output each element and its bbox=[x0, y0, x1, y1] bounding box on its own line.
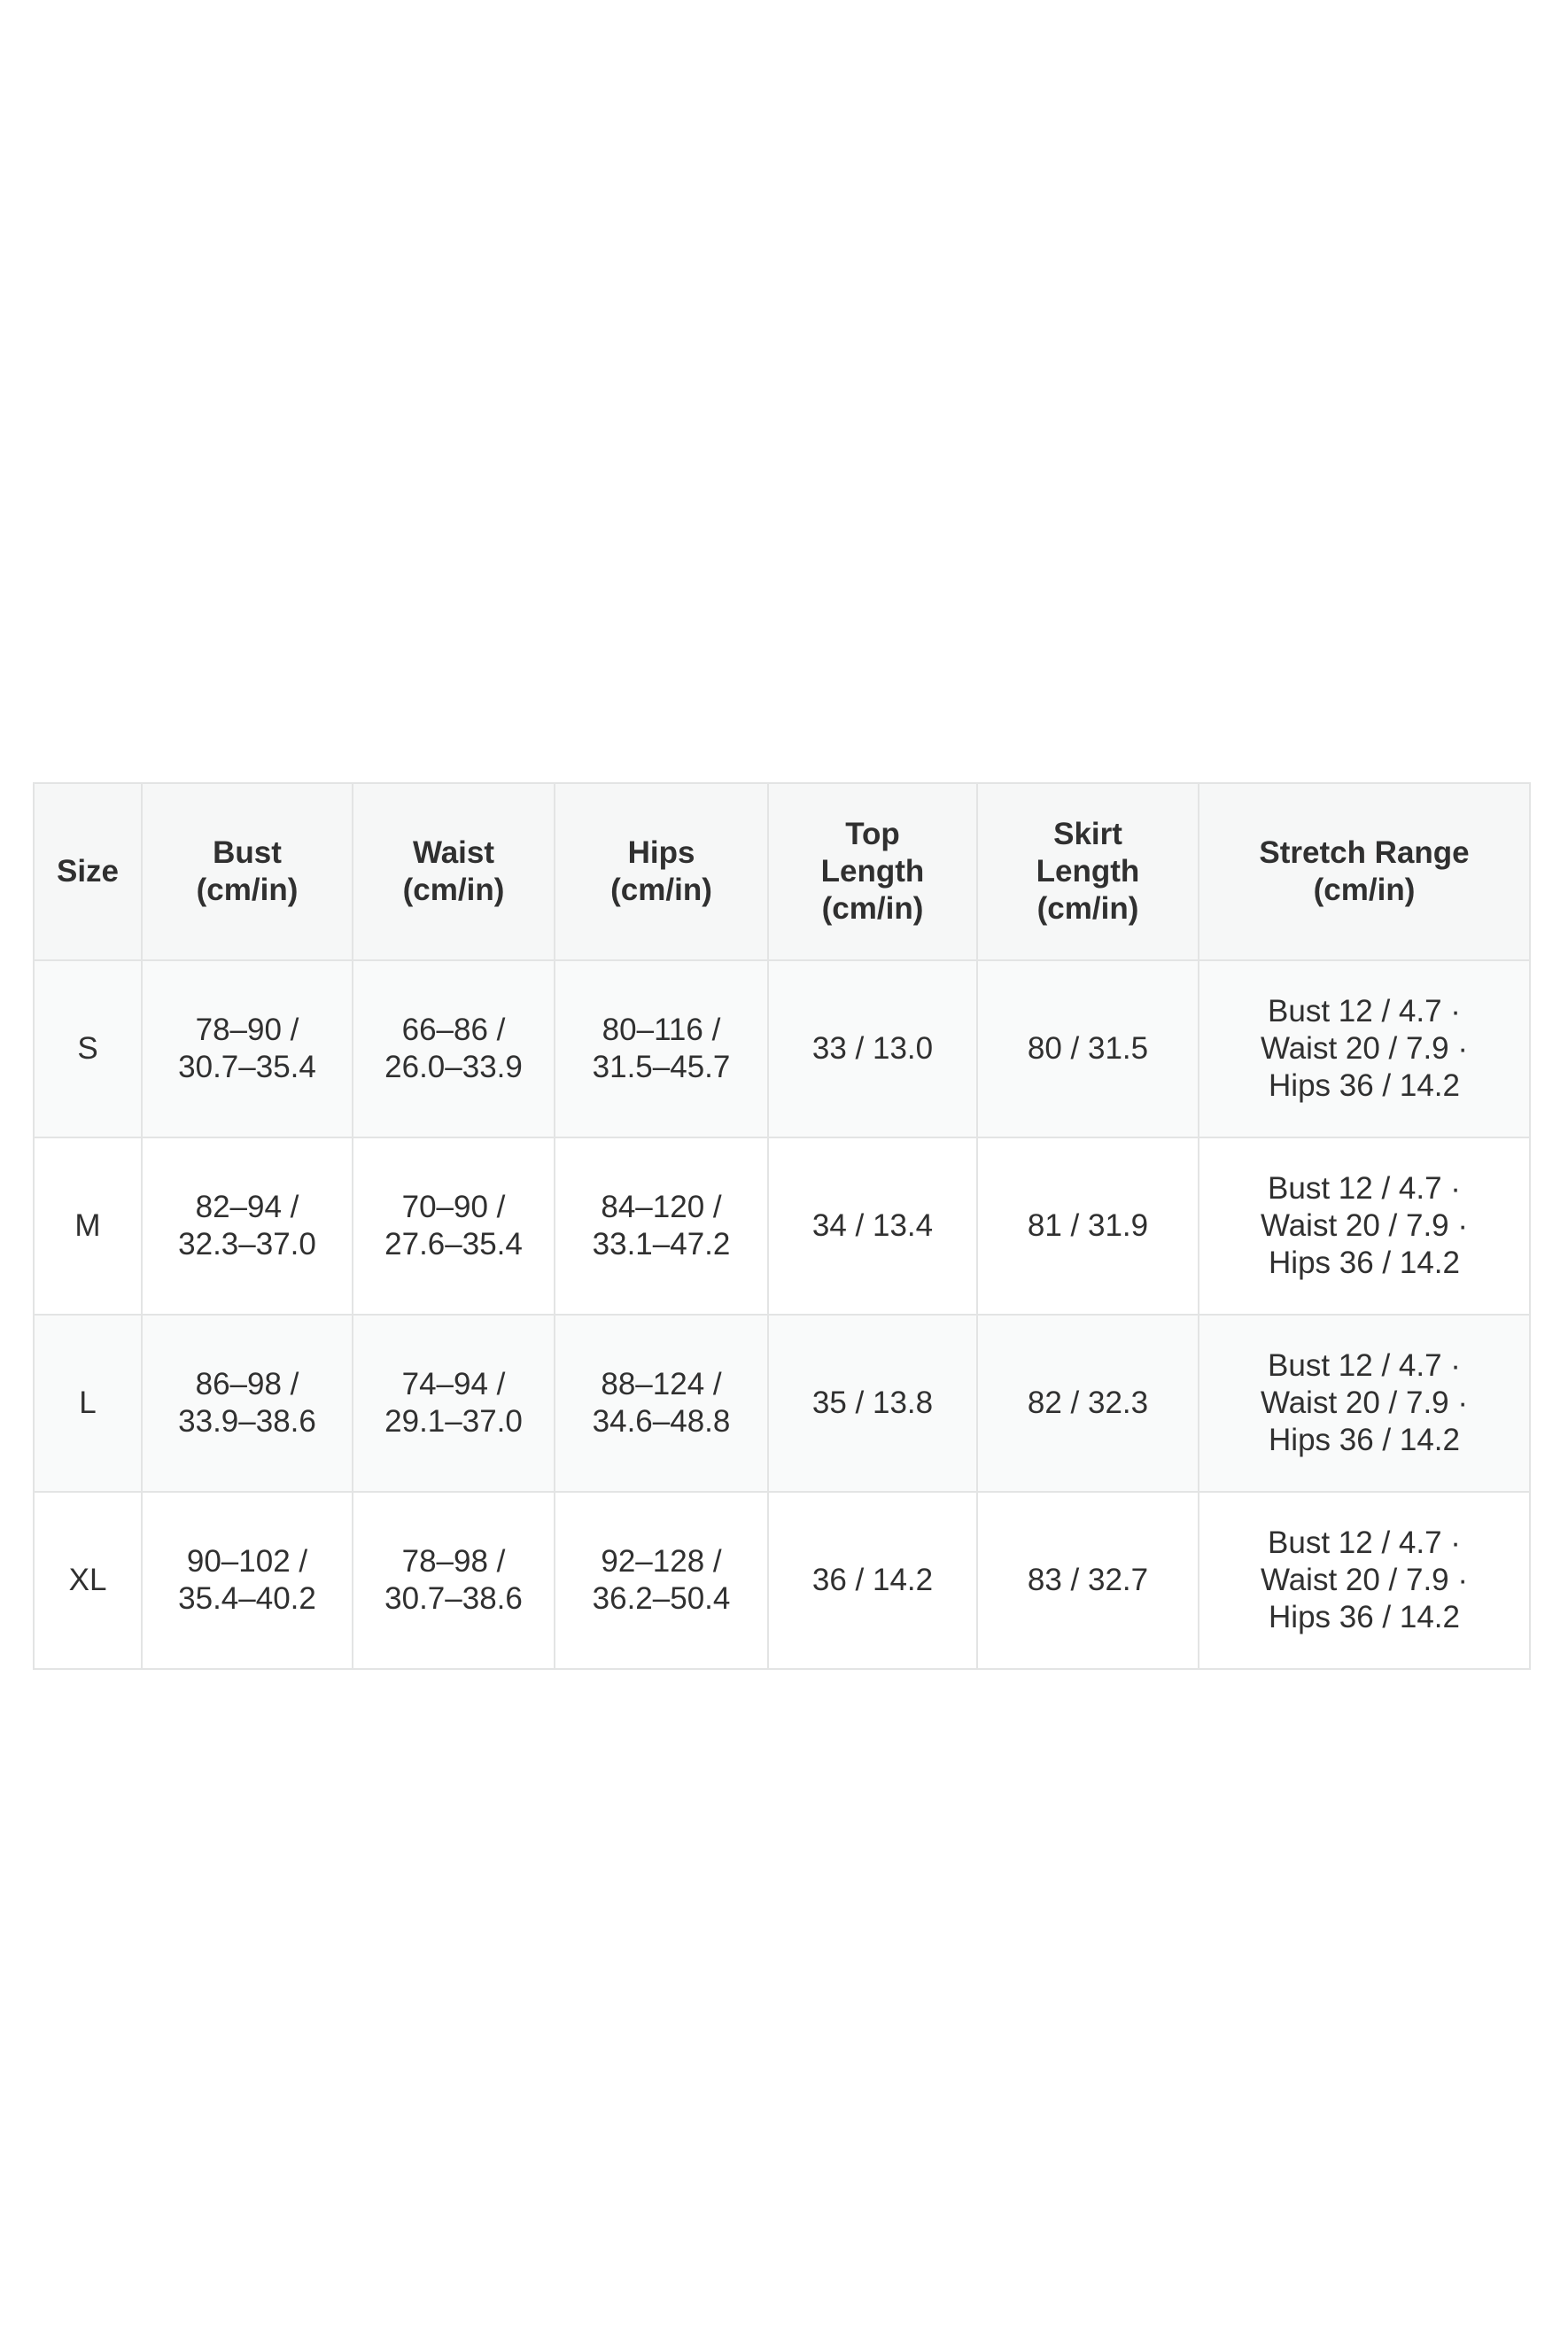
cell-bust: 86–98 / 33.9–38.6 bbox=[141, 1314, 353, 1493]
cell-waist: 78–98 / 30.7–38.6 bbox=[352, 1491, 555, 1670]
cell-stretch-range: Bust 12 / 4.7 · Waist 20 / 7.9 · Hips 36… bbox=[1198, 1491, 1531, 1670]
cell-bust: 82–94 / 32.3–37.0 bbox=[141, 1137, 353, 1316]
cell-skirt-length: 83 / 32.7 bbox=[976, 1491, 1199, 1670]
cell-waist: 70–90 / 27.6–35.4 bbox=[352, 1137, 555, 1316]
header-row: Size Bust (cm/in) Waist (cm/in) Hips (cm… bbox=[33, 782, 1531, 961]
cell-hips: 84–120 / 33.1–47.2 bbox=[554, 1137, 769, 1316]
table-row-l: L 86–98 / 33.9–38.6 74–94 / 29.1–37.0 88… bbox=[33, 1314, 1531, 1493]
cell-top-length: 35 / 13.8 bbox=[767, 1314, 978, 1493]
cell-size: M bbox=[33, 1137, 143, 1316]
column-header-top-length: Top Length (cm/in) bbox=[767, 782, 978, 961]
cell-hips: 92–128 / 36.2–50.4 bbox=[554, 1491, 769, 1670]
column-header-waist: Waist (cm/in) bbox=[352, 782, 555, 961]
size-chart-table: Size Bust (cm/in) Waist (cm/in) Hips (cm… bbox=[33, 782, 1531, 1670]
column-header-hips: Hips (cm/in) bbox=[554, 782, 769, 961]
table-row-xl: XL 90–102 / 35.4–40.2 78–98 / 30.7–38.6 … bbox=[33, 1491, 1531, 1670]
cell-waist: 66–86 / 26.0–33.9 bbox=[352, 959, 555, 1138]
cell-bust: 90–102 / 35.4–40.2 bbox=[141, 1491, 353, 1670]
table-header: Size Bust (cm/in) Waist (cm/in) Hips (cm… bbox=[33, 782, 1531, 961]
cell-bust: 78–90 / 30.7–35.4 bbox=[141, 959, 353, 1138]
column-header-stretch-range: Stretch Range (cm/in) bbox=[1198, 782, 1531, 961]
cell-waist: 74–94 / 29.1–37.0 bbox=[352, 1314, 555, 1493]
cell-hips: 88–124 / 34.6–48.8 bbox=[554, 1314, 769, 1493]
cell-top-length: 36 / 14.2 bbox=[767, 1491, 978, 1670]
table-row-m: M 82–94 / 32.3–37.0 70–90 / 27.6–35.4 84… bbox=[33, 1137, 1531, 1316]
column-header-bust: Bust (cm/in) bbox=[141, 782, 353, 961]
cell-stretch-range: Bust 12 / 4.7 · Waist 20 / 7.9 · Hips 36… bbox=[1198, 1314, 1531, 1493]
cell-hips: 80–116 / 31.5–45.7 bbox=[554, 959, 769, 1138]
column-header-skirt-length: Skirt Length (cm/in) bbox=[976, 782, 1199, 961]
cell-top-length: 33 / 13.0 bbox=[767, 959, 978, 1138]
column-header-size: Size bbox=[33, 782, 143, 961]
table-body: S 78–90 / 30.7–35.4 66–86 / 26.0–33.9 80… bbox=[33, 959, 1531, 1670]
cell-stretch-range: Bust 12 / 4.7 · Waist 20 / 7.9 · Hips 36… bbox=[1198, 959, 1531, 1138]
cell-skirt-length: 81 / 31.9 bbox=[976, 1137, 1199, 1316]
cell-size: L bbox=[33, 1314, 143, 1493]
cell-top-length: 34 / 13.4 bbox=[767, 1137, 978, 1316]
cell-skirt-length: 82 / 32.3 bbox=[976, 1314, 1199, 1493]
cell-size: S bbox=[33, 959, 143, 1138]
cell-stretch-range: Bust 12 / 4.7 · Waist 20 / 7.9 · Hips 36… bbox=[1198, 1137, 1531, 1316]
cell-size: XL bbox=[33, 1491, 143, 1670]
table-row-s: S 78–90 / 30.7–35.4 66–86 / 26.0–33.9 80… bbox=[33, 959, 1531, 1138]
cell-skirt-length: 80 / 31.5 bbox=[976, 959, 1199, 1138]
